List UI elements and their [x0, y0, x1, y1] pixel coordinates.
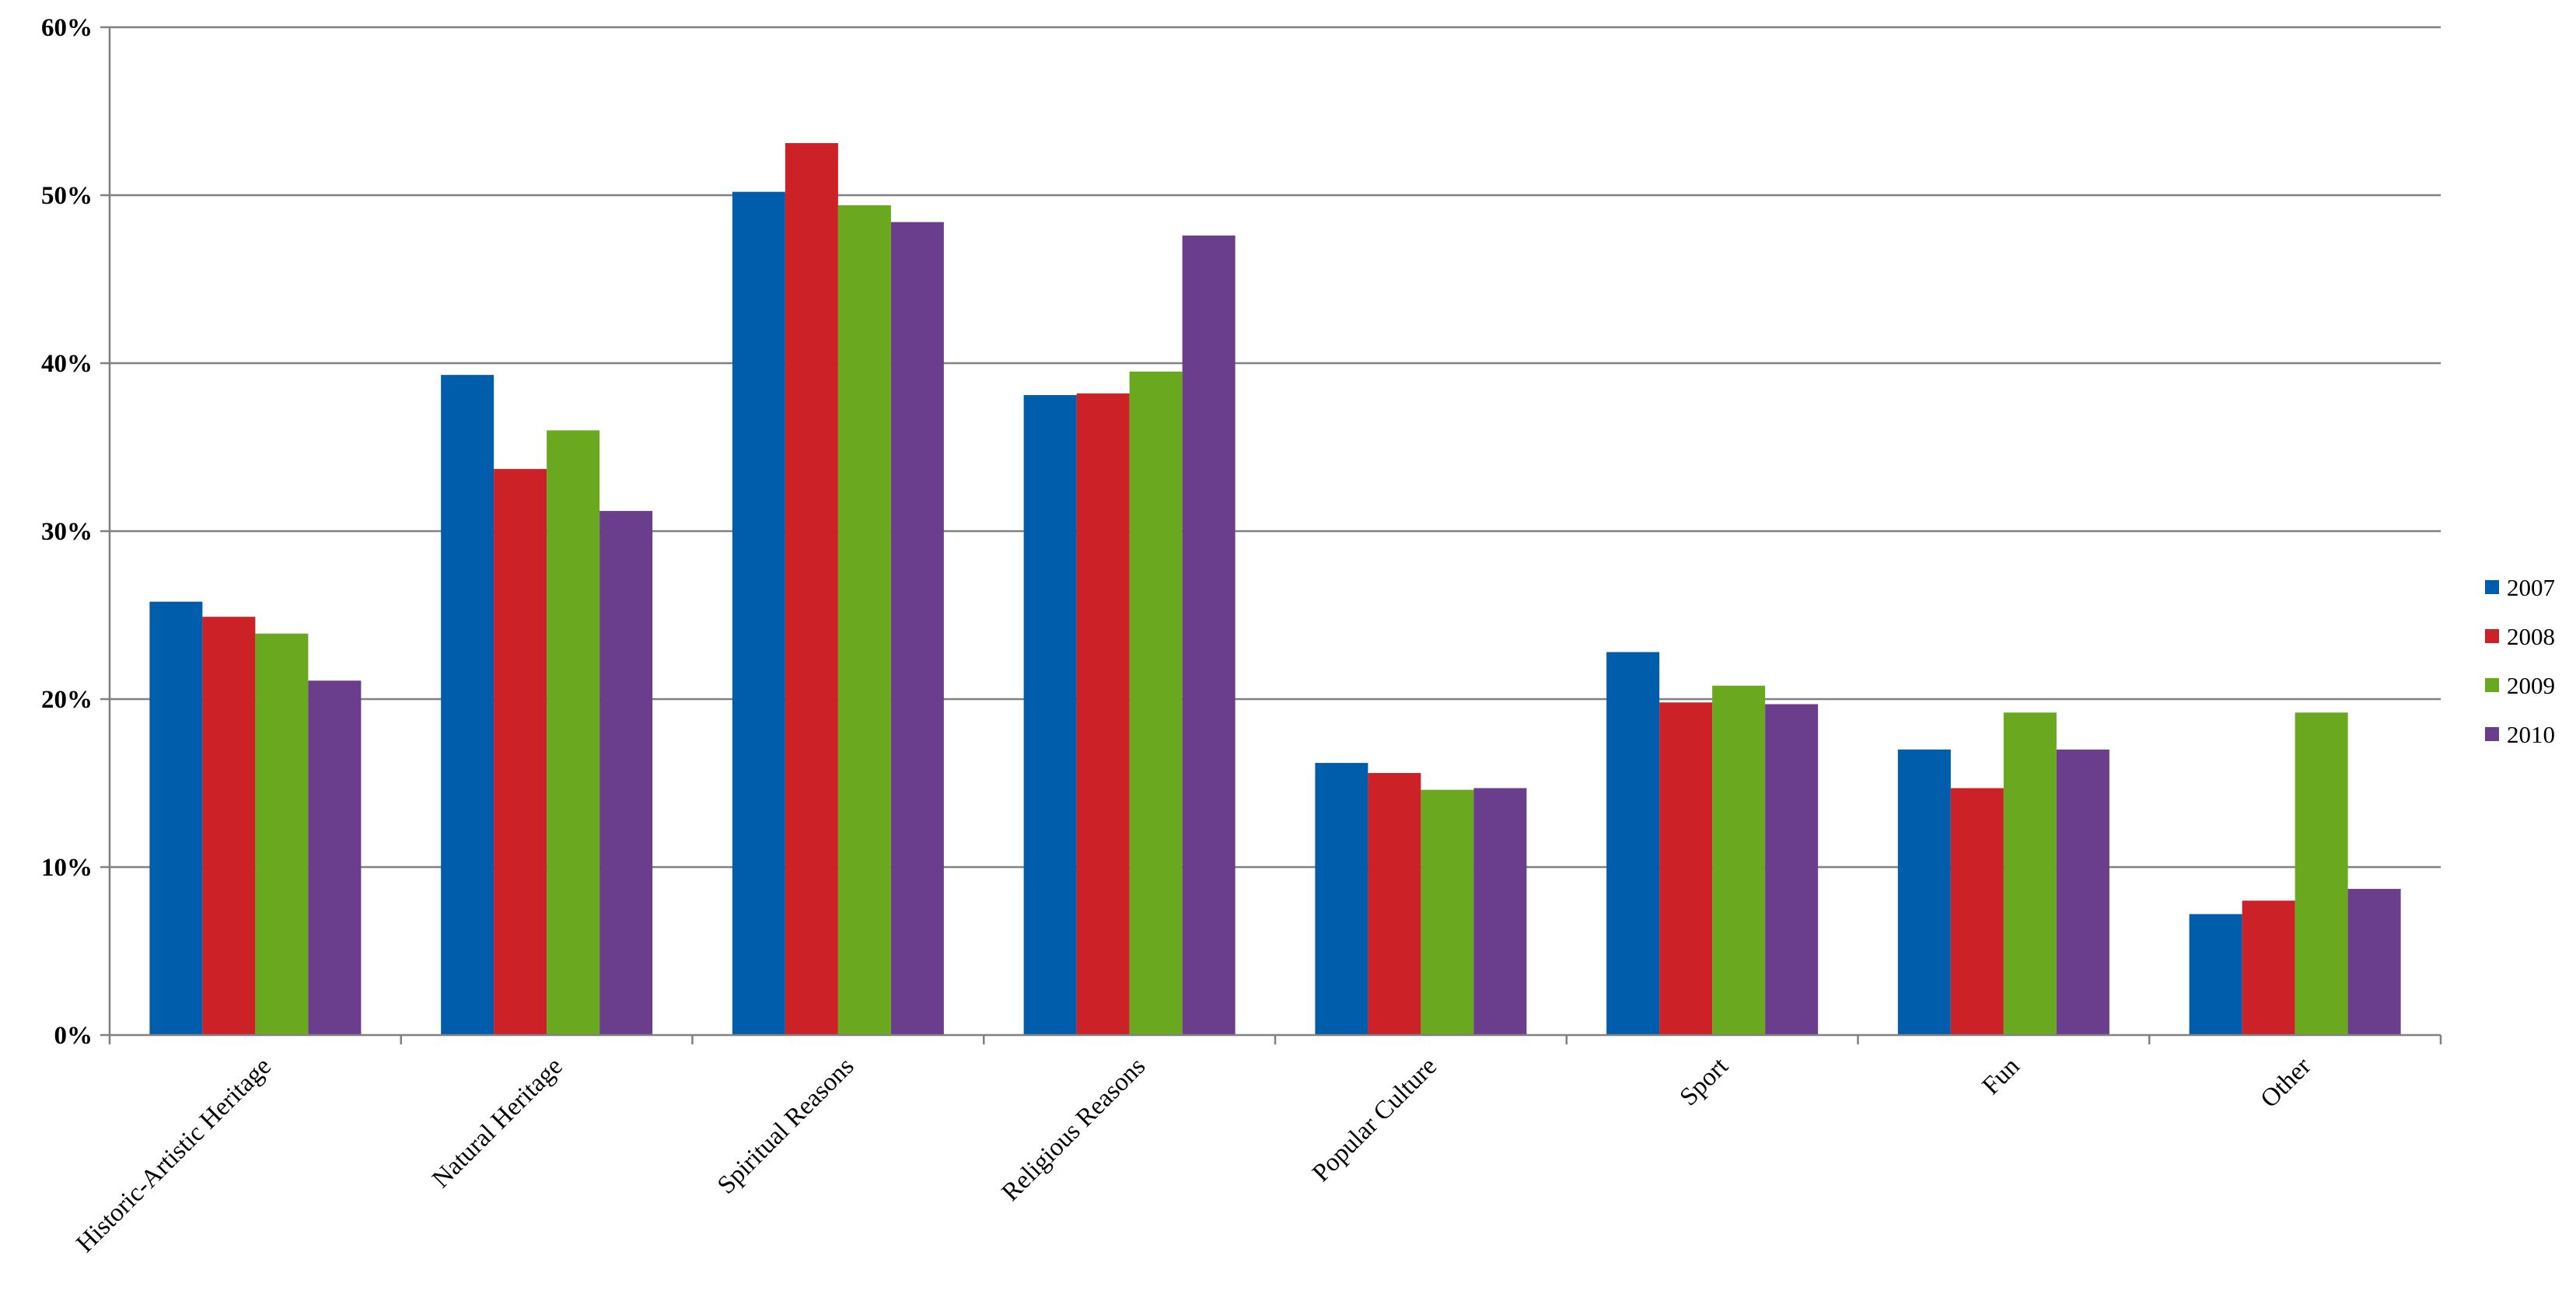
x-category-label: Fun — [1977, 1052, 2025, 1100]
bar-2007 — [1315, 763, 1368, 1035]
bar-2009 — [255, 633, 309, 1035]
bar-2007 — [1897, 749, 1951, 1035]
bar-2010 — [308, 680, 362, 1035]
legend-label: 2008 — [2507, 623, 2555, 650]
bar-2009 — [1421, 789, 1474, 1035]
y-tick-label: 30% — [41, 518, 93, 546]
bar-2010 — [1765, 704, 1819, 1035]
bar-2007 — [1606, 652, 1660, 1035]
bar-2009 — [2295, 712, 2348, 1035]
x-category-label: Sport — [1675, 1052, 1734, 1111]
y-tick-label: 20% — [41, 686, 93, 714]
y-tick-label: 0% — [54, 1022, 93, 1050]
legend-label: 2010 — [2507, 721, 2555, 748]
bar-2007 — [732, 191, 785, 1036]
legend-label: 2009 — [2507, 672, 2555, 699]
legend-swatch-2009 — [2485, 678, 2499, 692]
bar-2009 — [837, 205, 891, 1036]
x-category-label: Popular Culture — [1307, 1052, 1442, 1187]
legend-swatch-2007 — [2485, 580, 2499, 594]
y-tick-label: 10% — [41, 854, 93, 882]
bar-2008 — [2242, 901, 2295, 1035]
y-tick-label: 40% — [41, 350, 93, 378]
legend-swatch-2010 — [2485, 727, 2499, 741]
axes — [100, 26, 2442, 1044]
legend: 2007 2008 2009 2010 — [2485, 574, 2555, 748]
x-category-label: Spiritual Reasons — [712, 1052, 859, 1199]
y-axis-tick-labels: 0% 10% 20% 30% 40% 50% 60% — [41, 14, 93, 1050]
x-category-label: Natural Heritage — [427, 1052, 568, 1194]
bar-2007 — [149, 601, 203, 1035]
bar-2008 — [1076, 393, 1130, 1035]
bar-2008 — [1950, 788, 2004, 1035]
bar-2008 — [202, 617, 256, 1035]
x-category-label: Religious Reasons — [997, 1052, 1152, 1207]
bar-2009 — [1129, 371, 1183, 1035]
legend-label: 2007 — [2507, 574, 2555, 601]
bar-2009 — [1712, 685, 1766, 1035]
bar-2008 — [1368, 773, 1421, 1035]
legend-swatch-2008 — [2485, 629, 2499, 643]
bar-2008 — [494, 469, 547, 1035]
bar-2007 — [1023, 395, 1077, 1035]
bar-2010 — [599, 511, 653, 1035]
bar-2007 — [2189, 914, 2242, 1035]
x-axis-category-labels: Historic-Artistic Heritage Natural Herita… — [71, 1052, 2316, 1258]
x-category-label: Historic-Artistic Heritage — [71, 1052, 277, 1258]
bar-2008 — [1659, 702, 1713, 1035]
bar-2010 — [1182, 235, 1236, 1036]
bar-2007 — [441, 375, 495, 1035]
bar-2010 — [1473, 788, 1527, 1035]
bar-2009 — [2003, 712, 2057, 1035]
bar-2008 — [785, 143, 838, 1035]
bars — [149, 143, 2401, 1036]
bar-2010 — [890, 222, 944, 1035]
bar-2009 — [547, 430, 600, 1035]
y-tick-label: 60% — [41, 14, 93, 42]
x-category-label: Other — [2256, 1052, 2317, 1114]
bar-2010 — [2347, 889, 2401, 1035]
bar-2010 — [2056, 749, 2109, 1035]
y-tick-label: 50% — [41, 182, 93, 210]
